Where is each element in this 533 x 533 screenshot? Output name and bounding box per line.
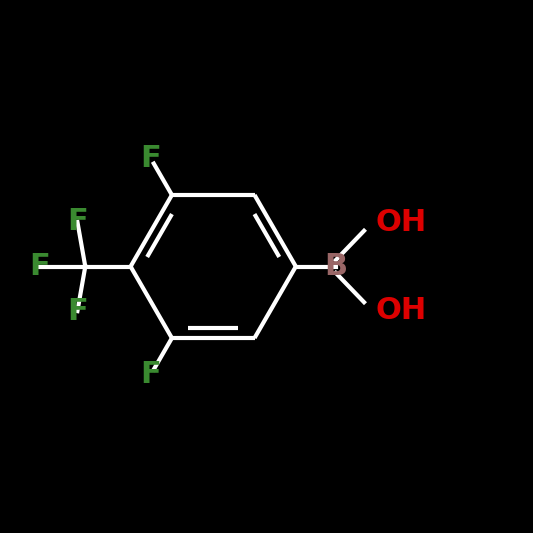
Text: OH: OH xyxy=(376,208,427,237)
Text: F: F xyxy=(140,360,161,390)
Text: F: F xyxy=(67,207,88,236)
Text: F: F xyxy=(30,252,50,281)
Text: B: B xyxy=(324,252,348,281)
Text: F: F xyxy=(67,297,88,326)
Text: F: F xyxy=(140,143,161,173)
Text: OH: OH xyxy=(376,296,427,325)
